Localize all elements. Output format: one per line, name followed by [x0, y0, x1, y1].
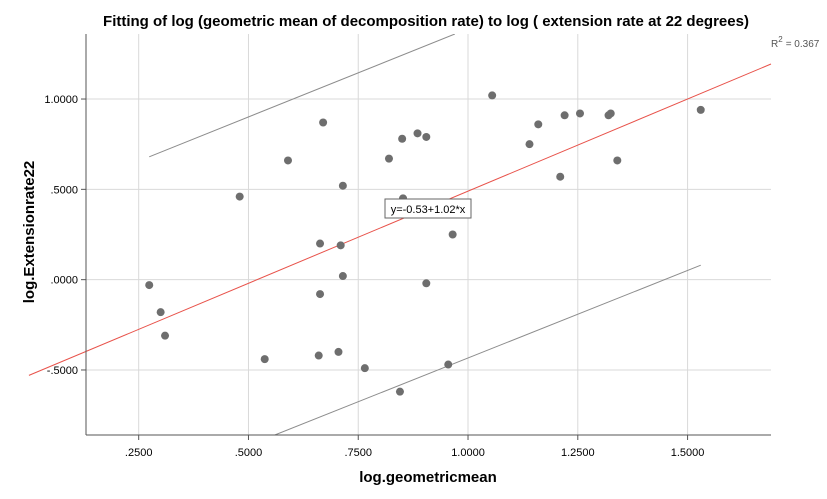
data-points	[145, 91, 705, 396]
prediction-band-lower	[274, 264, 701, 435]
data-point	[145, 281, 154, 290]
data-point	[360, 364, 369, 373]
prediction-band-lines	[149, 34, 701, 435]
y-tick-label: -.5000	[47, 365, 78, 377]
data-point	[606, 109, 615, 118]
data-point	[488, 91, 497, 100]
fit-line-group	[28, 63, 772, 376]
y-axis-title: log.Extensionrate22	[21, 161, 38, 304]
data-point	[448, 230, 457, 239]
r-squared-symbol: R	[771, 39, 778, 50]
data-point	[156, 308, 165, 317]
data-point	[613, 156, 622, 165]
equation-label: y=-0.53+1.02*x	[391, 204, 466, 216]
r-squared-label: R2 = 0.367	[771, 35, 820, 50]
data-point	[398, 134, 407, 143]
r-squared-exponent: 2	[778, 35, 783, 44]
data-point	[575, 109, 584, 118]
data-point	[560, 111, 569, 120]
data-point	[413, 129, 422, 138]
data-point	[316, 290, 325, 299]
y-tick-label: .0000	[50, 275, 78, 287]
fit-line	[28, 63, 772, 376]
x-tick-label: 1.5000	[671, 447, 705, 459]
data-point	[422, 279, 431, 288]
data-point	[696, 105, 705, 114]
data-point	[525, 140, 534, 149]
x-tick-label: .5000	[235, 447, 263, 459]
r-squared-value: = 0.367	[786, 39, 820, 50]
data-point	[534, 120, 543, 129]
data-point	[444, 360, 453, 369]
data-point	[316, 239, 325, 248]
gridlines	[86, 34, 771, 435]
data-point	[384, 154, 393, 163]
x-tick-label: 1.2500	[561, 447, 595, 459]
tick-labels: .2500 .5000 .7500 1.0000 1.2500 1.5000 1.0000.…	[44, 94, 704, 459]
equation-annotation: y=-0.53+1.02*x	[384, 198, 472, 219]
data-point	[336, 241, 345, 250]
data-point	[422, 132, 431, 141]
axes	[81, 34, 771, 440]
data-point	[395, 387, 404, 396]
data-point	[161, 331, 170, 340]
data-point	[556, 172, 565, 181]
data-point	[338, 181, 347, 190]
x-tick-label: .2500	[125, 447, 153, 459]
equation-box	[384, 198, 472, 219]
data-point	[338, 272, 347, 281]
data-point	[334, 347, 343, 356]
data-point	[319, 118, 328, 127]
data-point	[283, 156, 292, 165]
data-point	[314, 351, 323, 360]
x-axis-title: log.geometricmean	[359, 469, 497, 486]
chart-title: Fitting of log (geometric mean of decomp…	[103, 13, 749, 30]
y-tick-label: .5000	[50, 184, 78, 196]
y-tick-label: 1.0000	[44, 94, 78, 106]
data-point	[260, 355, 269, 364]
x-tick-label: .7500	[344, 447, 372, 459]
x-tick-label: 1.0000	[451, 447, 485, 459]
prediction-band-upper	[149, 34, 456, 158]
data-point	[235, 192, 244, 201]
